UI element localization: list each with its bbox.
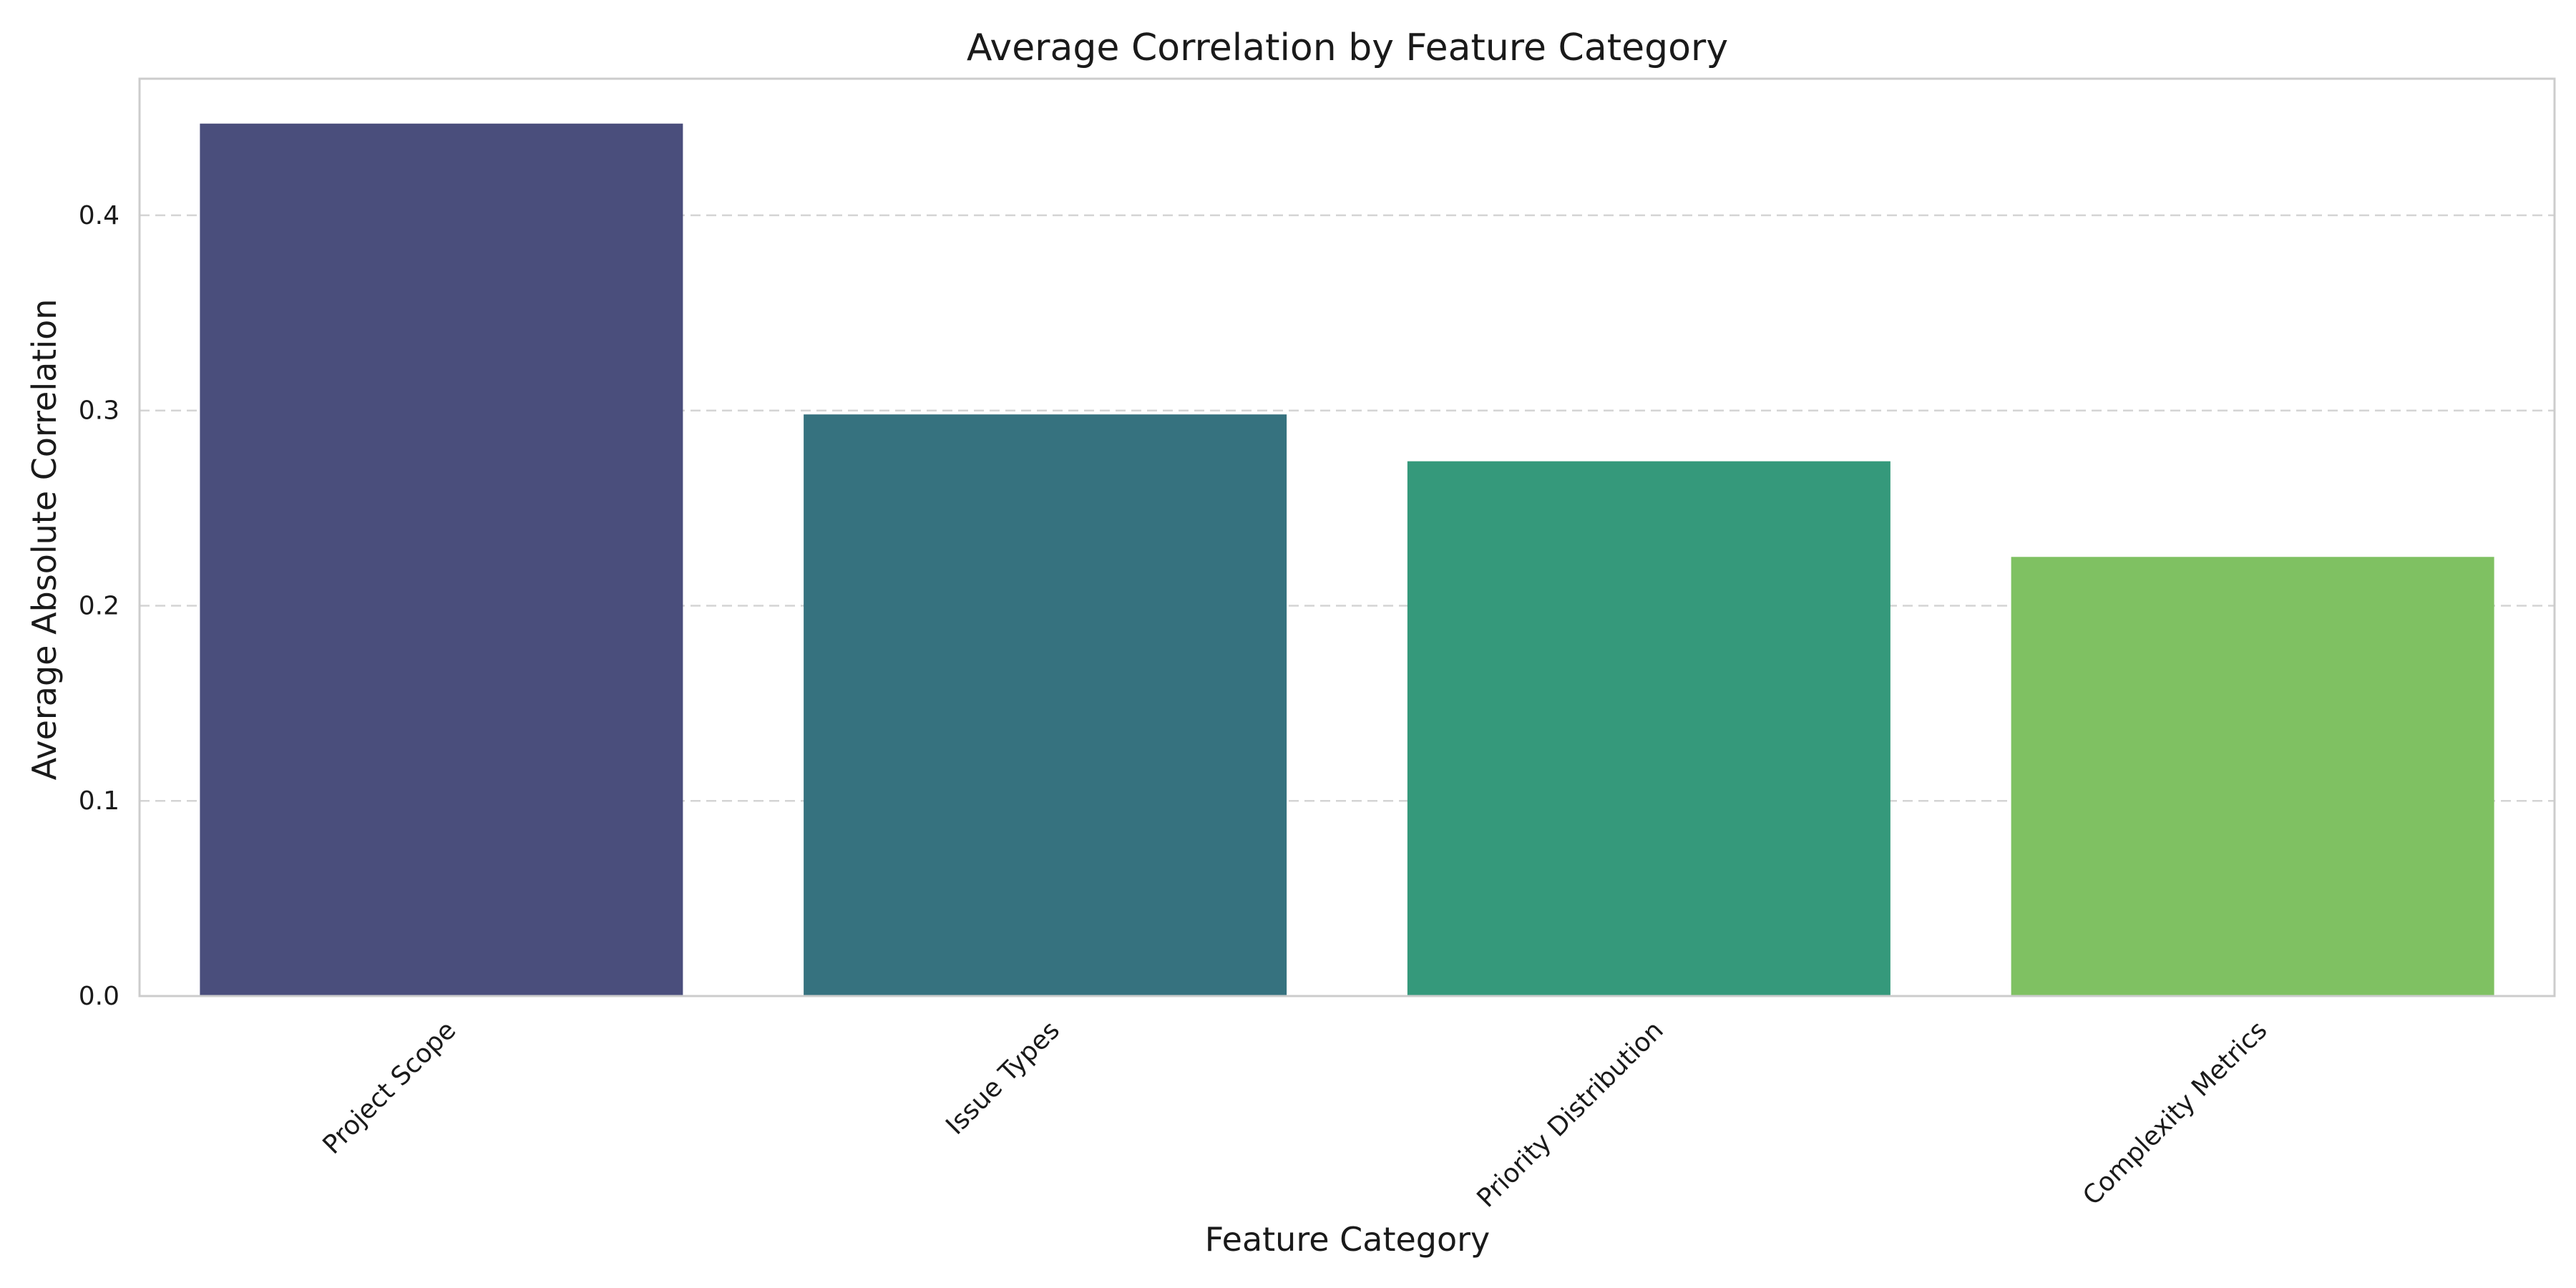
bar-project-scope — [200, 123, 683, 996]
y-tick-label: 0.1 — [79, 786, 119, 816]
y-tick-label: 0.4 — [79, 201, 119, 230]
bars — [200, 123, 2494, 996]
bar-complexity-metrics — [2011, 557, 2494, 996]
chart-title: Average Correlation by Feature Category — [967, 26, 1728, 69]
bar-issue-types — [804, 414, 1287, 996]
y-tick-label: 0.3 — [79, 396, 119, 426]
y-tick-label: 0.0 — [79, 982, 119, 1011]
bar-priority-distribution — [1407, 461, 1890, 996]
y-tick-label: 0.2 — [79, 591, 119, 620]
x-axis-label: Feature Category — [1205, 1220, 1491, 1259]
plot-area-frame — [138, 77, 2556, 997]
y-axis-ticks: 0.0 0.1 0.2 0.3 0.4 — [79, 201, 119, 1011]
y-axis-label: Average Absolute Correlation — [25, 299, 64, 781]
